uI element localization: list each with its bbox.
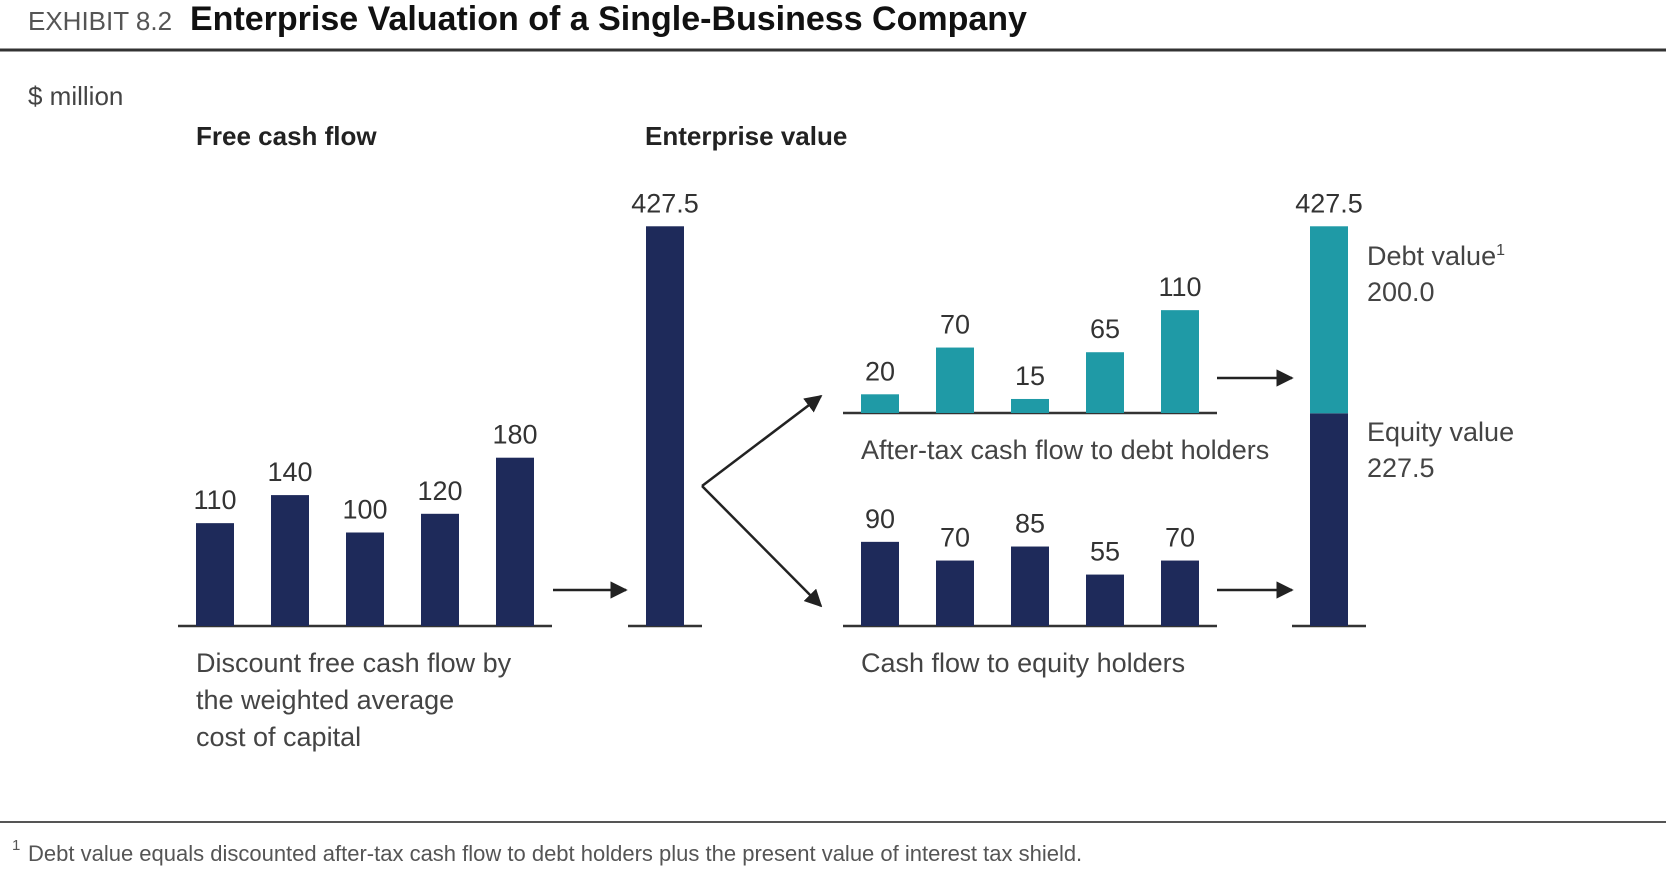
- fcf-bar: [196, 523, 234, 626]
- fcf-bar-value-label: 100: [342, 495, 387, 525]
- fcf-bar: [346, 532, 384, 626]
- debt-value-label: Debt value1: [1367, 241, 1505, 271]
- footnote-text: Debt value equals discounted after-tax c…: [28, 841, 1082, 866]
- equity-flow-bar-value-label: 85: [1015, 509, 1045, 539]
- fcf-caption-line: cost of capital: [196, 722, 361, 752]
- fcf-bar-value-label: 180: [492, 420, 537, 450]
- fcf-caption: Discount free cash flow by the weighted …: [196, 648, 512, 752]
- fcf-bar: [421, 513, 459, 626]
- equity-flow-bar: [1086, 574, 1124, 626]
- debt-flow-bar-value-label: 110: [1158, 272, 1201, 302]
- debt-flow-caption: After-tax cash flow to debt holders: [861, 435, 1269, 465]
- units-label: $ million: [28, 81, 123, 111]
- equity-value-label: Equity value: [1367, 417, 1514, 447]
- fcf-bar-value-label: 110: [193, 485, 236, 515]
- free-cash-flow-title: Free cash flow: [196, 121, 377, 151]
- equity-flow-caption: Cash flow to equity holders: [861, 648, 1185, 678]
- fcf-caption-line: Discount free cash flow by: [196, 648, 512, 678]
- enterprise-value-title: Enterprise value: [645, 121, 847, 151]
- equity-flow-bar: [936, 560, 974, 626]
- debt-flow-bar-value-label: 15: [1015, 361, 1045, 391]
- fcf-bar-value-label: 140: [267, 457, 312, 487]
- debt-flow-bar: [1161, 310, 1199, 413]
- exhibit-label: EXHIBIT 8.2: [28, 6, 172, 36]
- debt-flow-bar-value-label: 70: [940, 310, 970, 340]
- value-split-bars: 427.5: [1295, 188, 1363, 626]
- debt-flow-bar: [936, 347, 974, 413]
- arrow-ev-to-debt: [701, 394, 823, 487]
- debt-value-segment: [1310, 226, 1348, 414]
- debt-flow-bar-value-label: 20: [865, 356, 895, 386]
- fcf-bar-value-label: 120: [417, 476, 462, 506]
- fcf-bar: [496, 457, 534, 626]
- ev-bars: 427.5: [631, 188, 699, 626]
- arrow-ev-to-equity: [701, 485, 823, 608]
- equity-value-segment: [1310, 413, 1348, 626]
- fcf-bars: 110 140 100 120 180: [193, 420, 538, 626]
- equity-flow-bar: [1161, 560, 1199, 626]
- debt-flow-bar: [1011, 398, 1049, 413]
- equity-flow-bars: 90 70 85 55 70: [861, 504, 1199, 626]
- equity-flow-bar: [1011, 546, 1049, 626]
- ev-bar-value-label: 427.5: [631, 188, 699, 218]
- fcf-bar: [271, 495, 309, 626]
- equity-flow-bar-value-label: 90: [865, 504, 895, 534]
- ev-bar: [646, 226, 684, 626]
- split-total-label: 427.5: [1295, 188, 1363, 218]
- equity-flow-bar-value-label: 70: [1165, 523, 1195, 553]
- debt-flow-bars: 20 70 15 65 110: [861, 272, 1202, 413]
- footnote-marker: 1: [12, 837, 20, 854]
- equity-flow-bar-value-label: 70: [940, 523, 970, 553]
- debt-value-number: 200.0: [1367, 277, 1435, 307]
- exhibit-title: Enterprise Valuation of a Single-Busines…: [190, 0, 1027, 38]
- equity-value-number: 227.5: [1367, 453, 1435, 483]
- debt-flow-bar: [1086, 352, 1124, 413]
- equity-flow-bar-value-label: 55: [1090, 537, 1120, 567]
- debt-flow-bar: [861, 394, 899, 413]
- equity-flow-bar: [861, 541, 899, 626]
- debt-flow-bar-value-label: 65: [1090, 314, 1120, 344]
- fcf-caption-line: the weighted average: [196, 685, 454, 715]
- debt-footnote-marker: 1: [1496, 242, 1505, 259]
